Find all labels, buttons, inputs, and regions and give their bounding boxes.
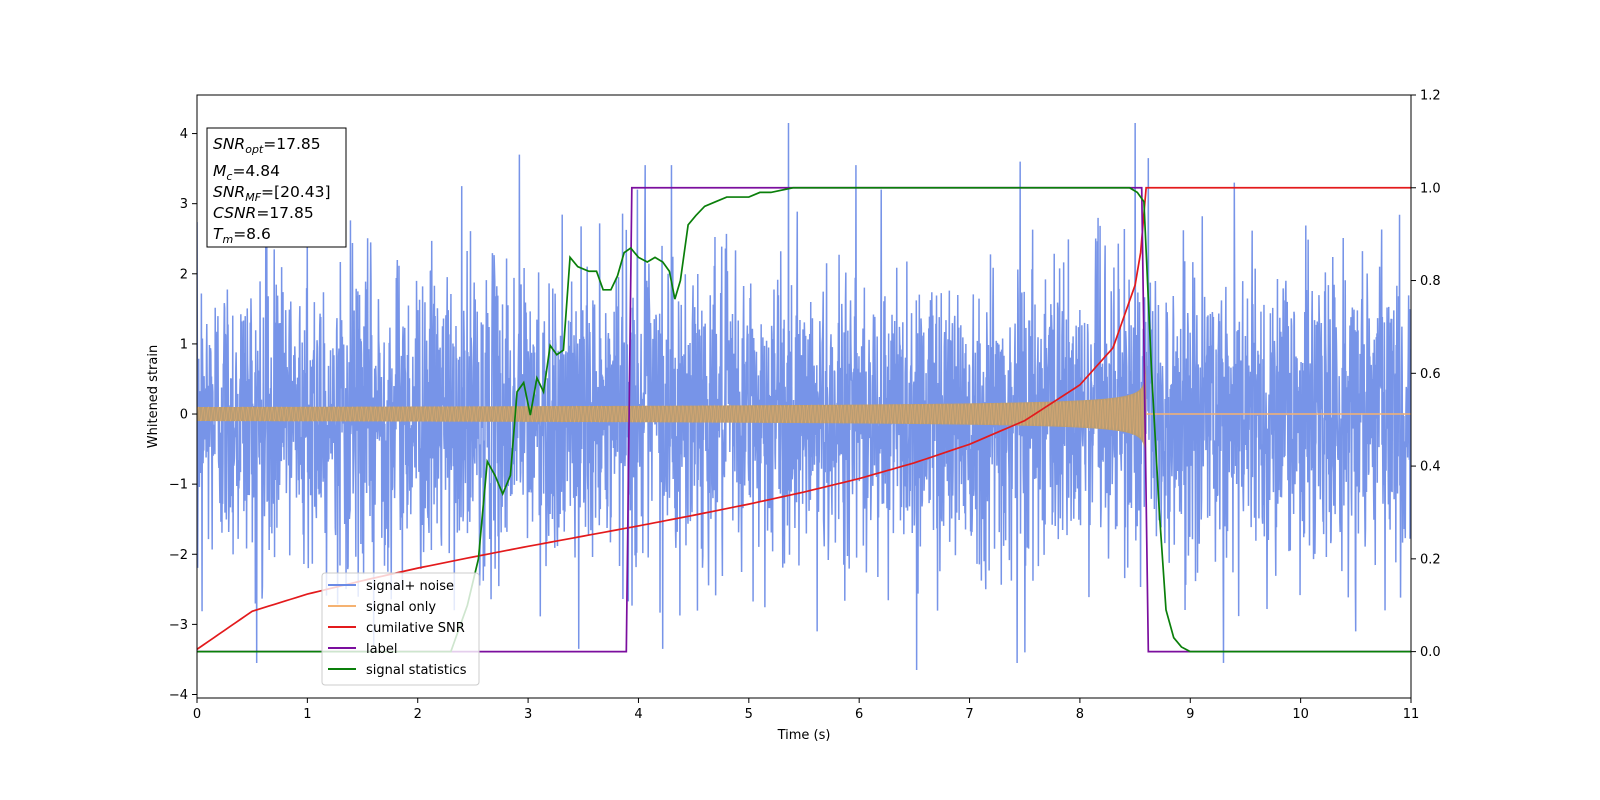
y-right-tick-label: 0.8 [1420, 274, 1441, 289]
legend-label: signal only [366, 600, 436, 615]
series-line-signal-plus-noise [197, 123, 1411, 670]
annotation-line: Tm=8.6 [213, 225, 271, 246]
x-tick-label: 3 [524, 707, 532, 722]
annotation-box-frame [206, 127, 347, 248]
legend-frame [321, 572, 480, 686]
series-line-signal-only [197, 373, 1147, 445]
x-tick-label: 10 [1292, 707, 1309, 722]
y-left-tick-label: 0 [180, 408, 188, 423]
y-left-tick-label: 4 [180, 127, 188, 142]
y-left-tick-label: −4 [169, 688, 188, 703]
y-axis-label: Whitened strain [146, 345, 161, 448]
x-tick-label: 11 [1403, 707, 1420, 722]
x-tick-label: 7 [965, 707, 973, 722]
y-axis-left: −4 −3 −2 −1 0 1 2 3 4 [169, 127, 197, 703]
x-tick-label: 1 [303, 707, 311, 722]
series-line-signal-statistics [197, 186, 1411, 653]
x-tick-label: 0 [193, 707, 201, 722]
y-left-tick-label: 1 [180, 337, 188, 352]
y-right-tick-label: 0.2 [1420, 552, 1441, 567]
legend-label: label [366, 642, 397, 657]
y-left-tick-label: −2 [169, 548, 188, 563]
series-layer [197, 123, 1411, 670]
legend: signal+ noise signal only cumilative SNR la… [321, 572, 480, 686]
x-tick-label: 9 [1186, 707, 1194, 722]
x-axis-label: Time (s) [777, 728, 831, 743]
x-tick-label: 4 [634, 707, 642, 722]
y-left-tick-label: −3 [169, 618, 188, 633]
legend-label: cumilative SNR [366, 621, 465, 636]
legend-label: signal+ noise [366, 579, 454, 594]
x-axis: 0 1 2 3 4 5 6 7 8 9 10 11 [193, 698, 1419, 722]
x-tick-label: 8 [1076, 707, 1084, 722]
y-right-tick-label: 0.0 [1420, 645, 1441, 660]
y-right-tick-label: 0.6 [1420, 367, 1441, 382]
y-axis-right: 0.0 0.2 0.4 0.6 0.8 1.0 1.2 [1411, 89, 1441, 660]
y-right-tick-label: 0.4 [1420, 460, 1441, 475]
x-tick-label: 5 [745, 707, 753, 722]
y-left-tick-label: 3 [180, 197, 188, 212]
annotation-line: CSNR=17.85 [213, 204, 314, 222]
x-tick-label: 2 [414, 707, 422, 722]
y-left-tick-label: −1 [169, 478, 188, 493]
legend-label: signal statistics [366, 663, 467, 678]
plot-frame [196, 94, 1412, 699]
y-right-tick-label: 1.0 [1420, 181, 1441, 196]
x-tick-label: 6 [855, 707, 863, 722]
annotation-line: SNRMF=[20.43] [213, 183, 331, 204]
annotation-line: Mc=4.84 [213, 162, 280, 183]
y-right-tick-label: 1.2 [1420, 89, 1441, 104]
y-left-tick-label: 2 [180, 267, 188, 282]
annotation-line: SNRopt=17.85 [213, 135, 321, 156]
snr-annotation-box: SNRopt=17.85 Mc=4.84SNRMF=[20.43]CSNR=17.… [206, 127, 347, 248]
